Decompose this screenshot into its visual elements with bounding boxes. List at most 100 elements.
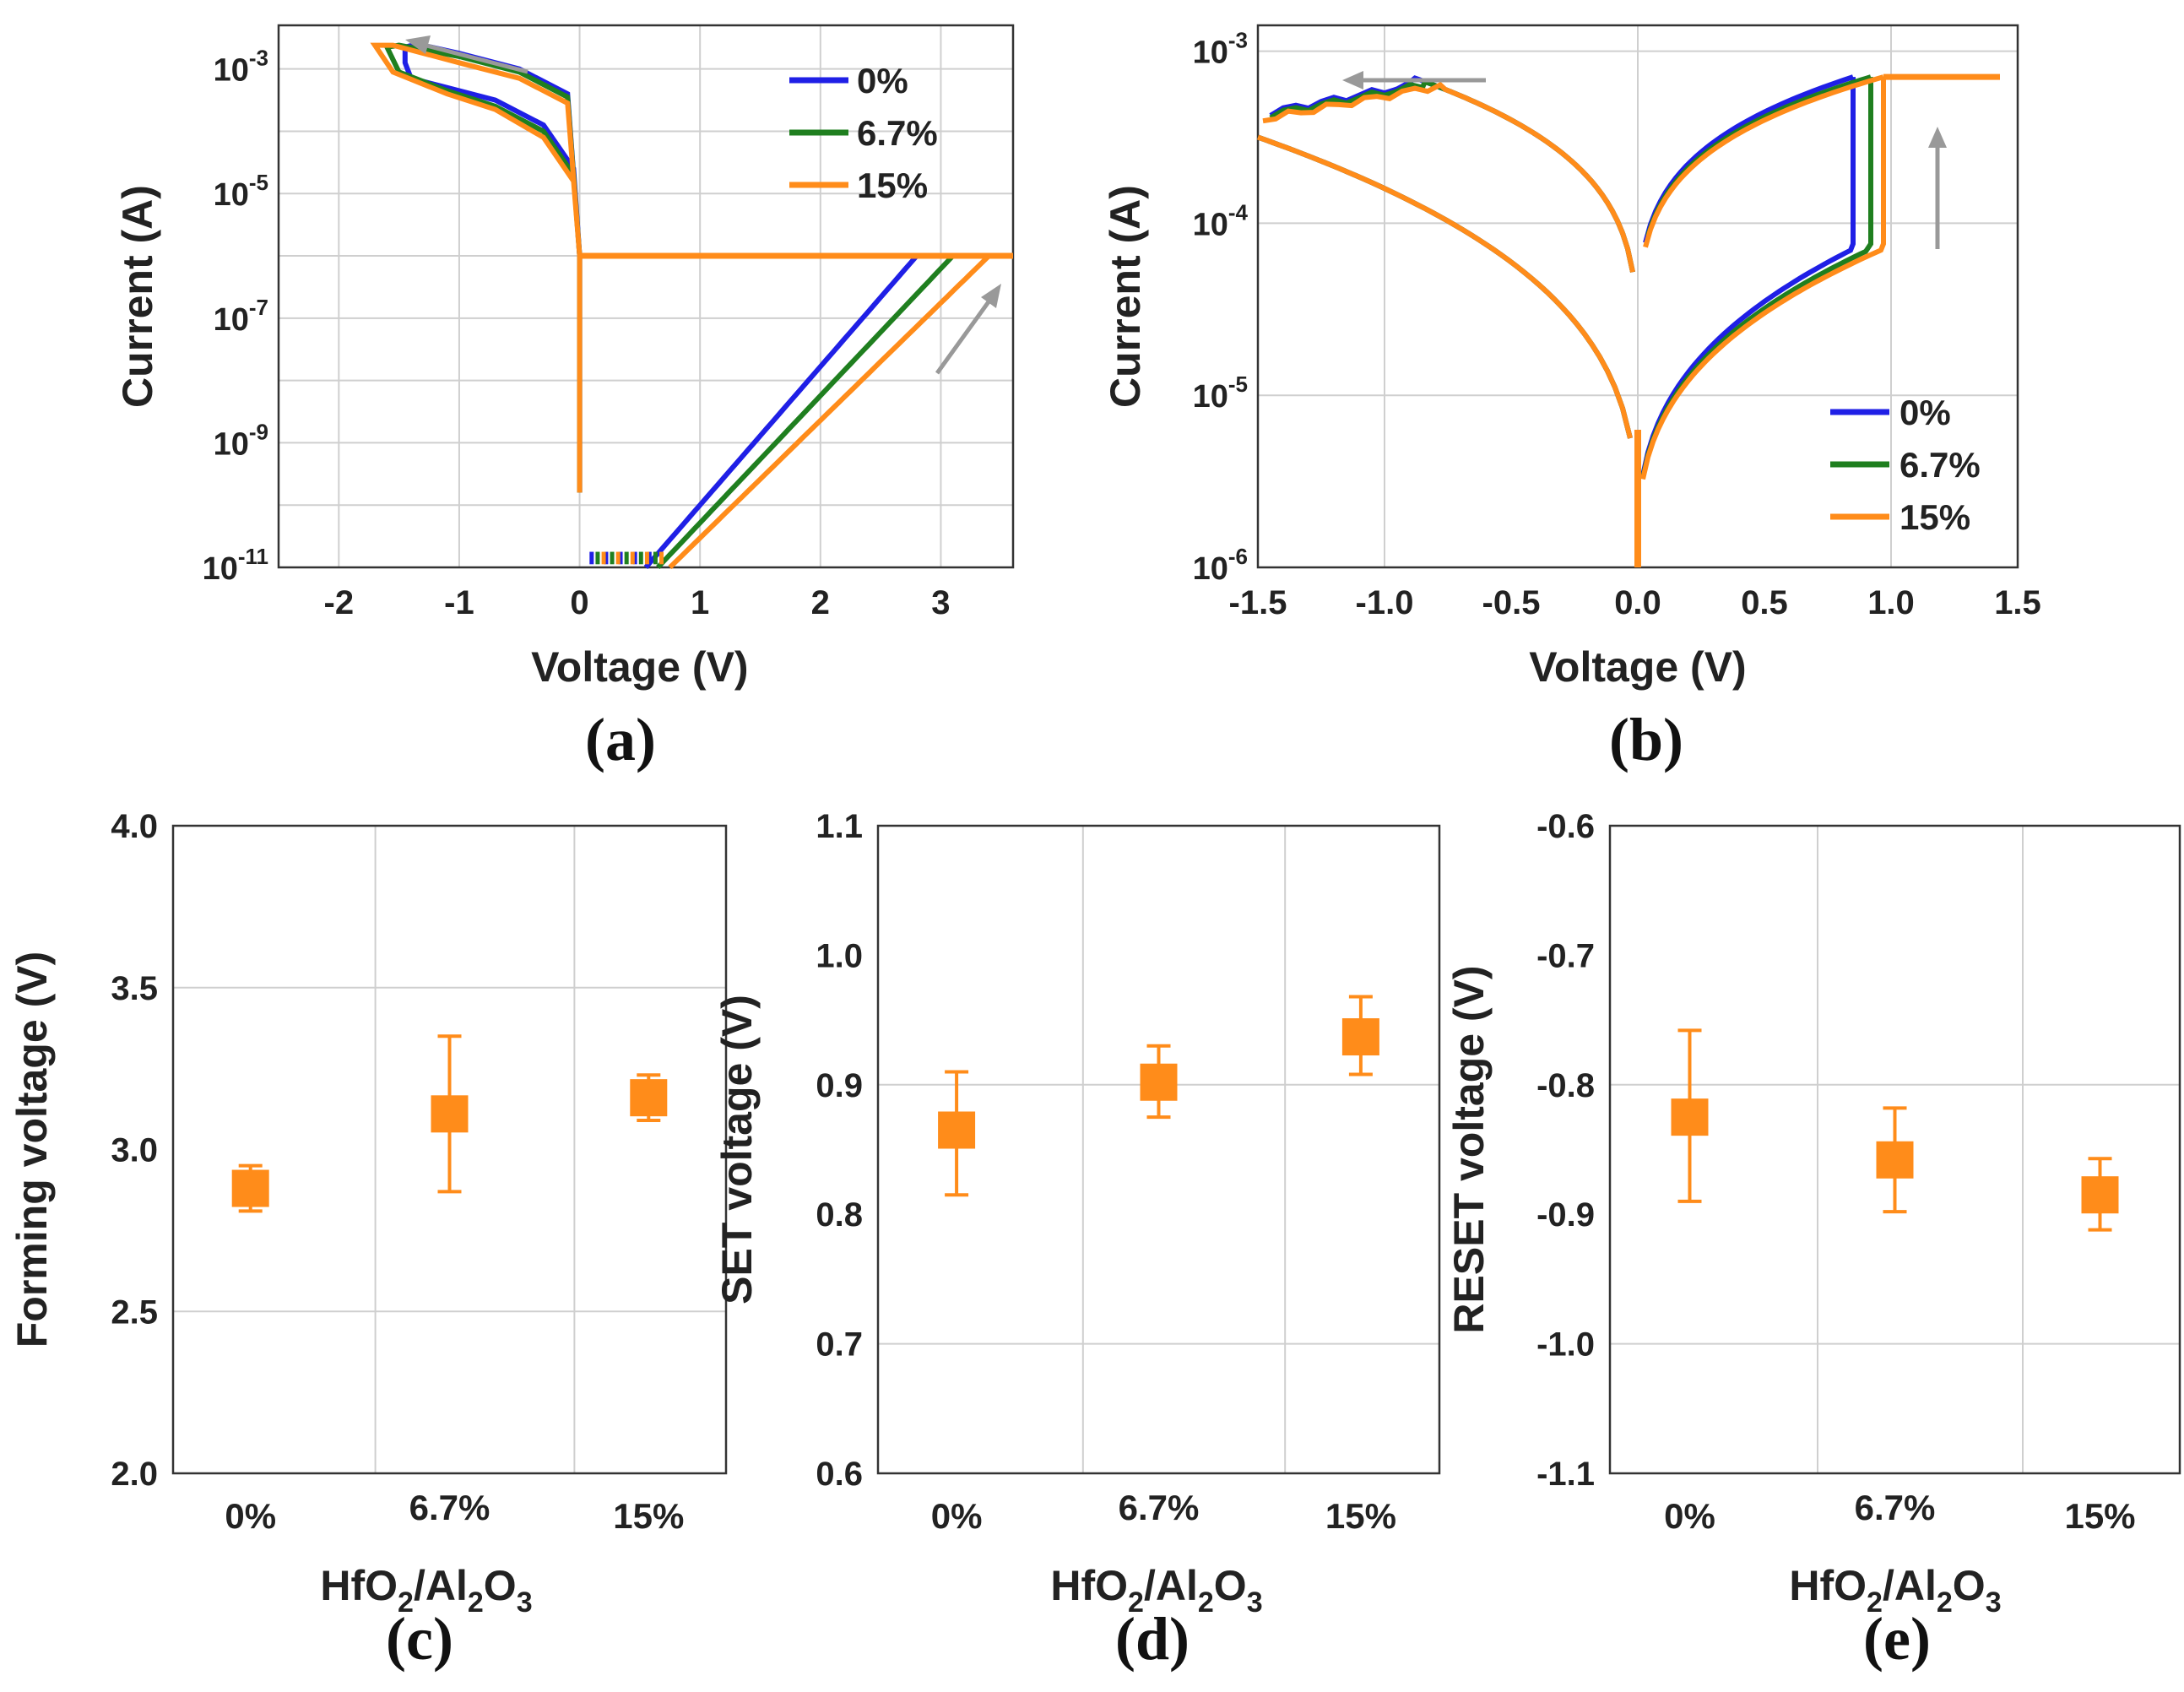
set-curve — [1640, 77, 1886, 480]
y-tick-label: 2.5 — [111, 1293, 158, 1331]
x-axis-title: HfO2/Al2O3 — [1789, 1562, 2001, 1619]
x-tick-label: 1 — [691, 584, 709, 621]
reset-loop — [370, 42, 583, 257]
x-tick-label: 6.7% — [1119, 1488, 1200, 1527]
marker — [231, 1169, 269, 1207]
chart-e: -1.1 -1.0 -0.9 -0.8 -0.7 -0.6 0% 6.7% 15% HfO2/Al… — [1445, 808, 2181, 1673]
panel-label: (a) — [585, 706, 656, 773]
hrs-negative — [1256, 134, 1633, 439]
x-tick-label: 0 — [570, 584, 588, 621]
marker — [938, 1111, 976, 1149]
reset-loop — [382, 42, 583, 257]
sweep-arrow-reset-head — [405, 35, 431, 54]
x-tick-label: 6.7% — [1855, 1488, 1936, 1527]
series-6.7% — [1256, 74, 1873, 479]
y-tick-label: 10-5 — [1193, 371, 1248, 415]
forming-curve — [668, 253, 991, 570]
y-tick-label: 4.0 — [111, 808, 158, 845]
x-tick-label: 3 — [931, 584, 950, 621]
data-point — [1671, 1028, 1709, 1203]
y-tick-label: 10-5 — [214, 170, 268, 213]
y-axis-title: Current (A) — [114, 185, 161, 408]
y-tick-label: 0.7 — [816, 1326, 863, 1364]
y-tick-label: 10-7 — [214, 295, 268, 338]
x-axis-title: Voltage (V) — [1529, 643, 1746, 691]
y-tick-label: 2.0 — [111, 1456, 158, 1493]
y-tick-label: -0.6 — [1536, 808, 1595, 845]
x-axis-title: HfO2/Al2O3 — [320, 1562, 532, 1619]
chart-c: 2.0 2.5 3.0 3.5 4.0 0% 6.7% 15% HfO2/Al2O3 Formin… — [8, 808, 728, 1673]
set-curve — [1640, 77, 1856, 476]
x-tick-label: 0% — [1664, 1496, 1715, 1536]
y-axis-title: RESET voltage (V) — [1445, 965, 1493, 1333]
x-tick-label: -0.5 — [1482, 584, 1541, 621]
hrs-negative — [1256, 134, 1633, 439]
panel-label: (e) — [1863, 1605, 1931, 1673]
panel-label: (c) — [386, 1605, 453, 1673]
legend-label: 0% — [857, 61, 908, 100]
x-tick-label: 0.0 — [1614, 584, 1661, 621]
marker — [630, 1079, 668, 1117]
legend-label: 6.7% — [857, 113, 938, 153]
forming-curve — [643, 254, 919, 569]
x-tick-label: 15% — [613, 1496, 684, 1536]
data-point — [231, 1163, 269, 1213]
series-0% — [1256, 74, 1856, 476]
y-tick-label: 0.8 — [816, 1196, 863, 1234]
plot-frame — [1608, 824, 2181, 1475]
y-tick-label: 10-3 — [1193, 28, 1248, 71]
plot-frame — [277, 24, 1015, 569]
chart-d: 0.6 0.7 0.8 0.9 1.0 1.1 0% 6.7% 15% HfO2/Al2O3 SET… — [713, 808, 1441, 1673]
x-tick-label: 15% — [1325, 1496, 1396, 1536]
x-tick-label: -2 — [324, 584, 355, 621]
data-point — [938, 1070, 976, 1197]
x-tick-label: -1 — [444, 584, 474, 621]
chart-a: -2 -1 0 1 2 3 10-11 10-9 10-7 10-5 10-3 Voltage (V)… — [114, 24, 1015, 773]
x-axis-title: Voltage (V) — [531, 643, 748, 691]
y-tick-label: 0.9 — [816, 1067, 863, 1104]
x-tick-label: 1.0 — [1867, 584, 1915, 621]
y-tick-label: 1.1 — [816, 808, 863, 845]
y-tick-label: -0.7 — [1536, 937, 1595, 974]
y-tick-label: -1.0 — [1536, 1326, 1595, 1364]
y-tick-label: 3.0 — [111, 1132, 158, 1169]
y-tick-label: 10-4 — [1193, 199, 1249, 242]
sweep-arrow-set-head — [1928, 127, 1947, 148]
y-tick-label: 10-9 — [214, 419, 268, 462]
x-tick-label: 0.5 — [1741, 584, 1788, 621]
sweep-arrow-reset-head — [1342, 71, 1363, 89]
x-tick-label: 0% — [931, 1496, 983, 1536]
sweep-arrow-forming-head — [981, 284, 1001, 308]
x-tick-label: -1.5 — [1229, 584, 1287, 621]
legend-label: 0% — [1899, 393, 1951, 432]
y-tick-label: -0.8 — [1536, 1067, 1595, 1104]
data-point — [1140, 1044, 1178, 1120]
plot-frame — [171, 824, 728, 1475]
series-0% — [402, 41, 919, 569]
y-tick-label: 0.6 — [816, 1456, 863, 1493]
y-tick-label: 10-6 — [1193, 544, 1248, 587]
legend-label: 15% — [1899, 497, 1970, 537]
x-tick-label: 6.7% — [409, 1488, 490, 1527]
series-15% — [1256, 74, 1886, 480]
y-axis-title: Current (A) — [1102, 185, 1149, 408]
marker — [1341, 1018, 1379, 1056]
lrs-positive — [1645, 74, 1872, 236]
y-tick-label: -0.9 — [1536, 1196, 1595, 1234]
data-point — [431, 1034, 469, 1194]
marker — [1140, 1063, 1178, 1101]
lrs-positive — [1643, 74, 1884, 248]
lrs-positive — [1643, 74, 1854, 244]
chart-b: -1.5 -1.0 -0.5 0.0 0.5 1.0 1.5 10-6 10-5 10-4 10-3… — [1102, 24, 2041, 773]
marker — [431, 1095, 469, 1133]
sweep-arrow-forming — [935, 290, 999, 375]
legend: 0% 6.7% 15% — [789, 61, 938, 205]
x-tick-label: -1.0 — [1356, 584, 1414, 621]
y-tick-label: 3.5 — [111, 970, 158, 1007]
reset-branch — [1269, 78, 1635, 273]
y-tick-label: -1.1 — [1536, 1456, 1595, 1493]
x-axis-title: HfO2/Al2O3 — [1050, 1562, 1262, 1619]
y-tick-label: 1.0 — [816, 937, 863, 974]
hrs-negative — [1256, 134, 1633, 439]
